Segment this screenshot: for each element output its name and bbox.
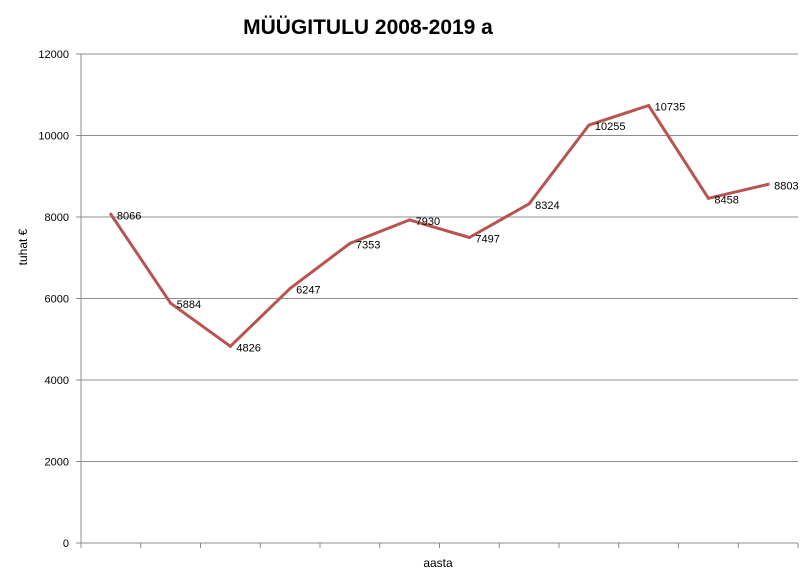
data-point — [169, 301, 173, 305]
data-point — [766, 182, 770, 186]
data-point — [348, 241, 352, 245]
x-axis-title: aasta — [423, 556, 453, 570]
data-point — [706, 196, 710, 200]
data-label: 8803 — [774, 180, 798, 192]
data-label: 10735 — [655, 102, 686, 114]
data-label: 7497 — [475, 233, 499, 245]
data-point — [587, 123, 591, 127]
data-point — [288, 286, 292, 290]
data-label: 10255 — [595, 121, 626, 133]
data-label: 8324 — [535, 200, 559, 212]
series-layer — [109, 104, 770, 348]
data-label: 7353 — [356, 239, 380, 251]
y-tick-label: 2000 — [45, 457, 69, 469]
data-point — [647, 104, 651, 108]
data-label: 4826 — [236, 342, 260, 354]
y-axis-title: tuhat € — [16, 228, 30, 265]
y-tick-label: 6000 — [45, 294, 69, 306]
y-tick-label: 4000 — [45, 375, 69, 387]
data-label: 7930 — [416, 216, 440, 228]
data-point — [109, 212, 113, 216]
y-tick-label: 10000 — [38, 131, 69, 143]
series-line — [109, 104, 770, 348]
y-tick-label: 0 — [63, 538, 69, 550]
data-point — [467, 235, 471, 239]
data-point — [527, 202, 531, 206]
gridlines — [81, 53, 798, 462]
axes — [76, 53, 799, 548]
data-label: 8458 — [714, 194, 738, 206]
data-point — [408, 218, 412, 222]
y-tick-label: 12000 — [38, 49, 69, 61]
data-label: 6247 — [296, 284, 320, 296]
y-tick-labels: 0 2000 4000 6000 8000 10000 12000 — [38, 49, 69, 550]
data-labels: 8066 5884 4826 6247 7353 7930 7497 8324 10255 107… — [117, 102, 799, 355]
data-label: 8066 — [117, 210, 141, 222]
data-label: 5884 — [177, 299, 201, 311]
y-tick-label: 8000 — [45, 212, 69, 224]
chart-title: MÜÜGITULU 2008-2019 a — [243, 16, 493, 39]
data-point — [228, 344, 232, 348]
